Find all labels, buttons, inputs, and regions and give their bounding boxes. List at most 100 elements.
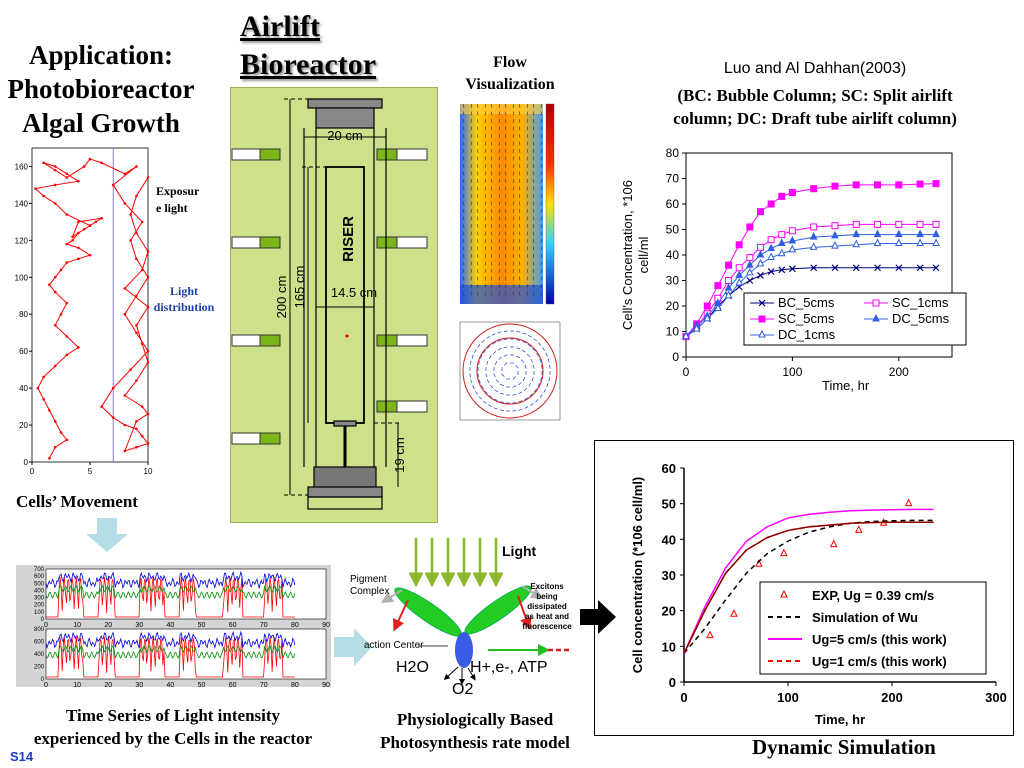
- light-rays: [408, 538, 504, 588]
- y-axis-label: Cell's Concentration, *106cell/ml: [620, 180, 651, 330]
- y-tick-label: 140: [15, 199, 29, 208]
- swirl-vector: [499, 392, 504, 395]
- data-point: [932, 229, 940, 238]
- y-tick-label: 0: [41, 677, 45, 683]
- data-point: [746, 223, 754, 231]
- flow-vector: [532, 223, 535, 229]
- excitons-label: Excitons being dissipated as heat and fl…: [522, 582, 572, 631]
- flow-vector: [512, 238, 515, 244]
- flow-vector: [512, 126, 515, 131]
- trajectory-point: [135, 165, 138, 168]
- dimension-lines: [284, 98, 402, 496]
- flow-vector: [512, 283, 515, 289]
- data-point: [874, 264, 881, 272]
- flow-vector: [540, 186, 543, 191]
- swirl-vector: [497, 331, 502, 334]
- legend-marker: [758, 315, 766, 323]
- trajectory-point: [65, 438, 69, 442]
- flow-vector: [462, 133, 465, 139]
- flow-vector: [462, 103, 465, 109]
- trajectory-point: [53, 202, 57, 205]
- dim-14-5cm: 14.5 cm: [331, 285, 377, 300]
- swirl-vector: [529, 393, 533, 397]
- data-point: [692, 323, 701, 332]
- flow-vector: [470, 246, 473, 251]
- flow-vector: [540, 133, 543, 139]
- x-tick-label: 300: [985, 690, 1007, 705]
- flow-vector: [476, 126, 479, 131]
- flow-vector: [504, 148, 507, 154]
- y-tick-label: 40: [19, 384, 28, 393]
- data-point: [788, 227, 796, 235]
- y-tick-label: 400: [34, 652, 45, 658]
- data-point: [724, 283, 733, 291]
- flow-vector: [526, 193, 529, 199]
- data-point: [932, 238, 940, 247]
- flow-vector: [498, 163, 501, 169]
- flow-vector: [470, 103, 473, 109]
- flow-vector: [526, 118, 529, 124]
- y-tick-label: 20: [662, 604, 676, 619]
- flow-vector: [476, 148, 479, 154]
- slide-number: S14: [10, 749, 34, 764]
- trajectory-point: [100, 161, 103, 165]
- flow-vector: [532, 291, 535, 296]
- flow-vector: [540, 268, 543, 274]
- flow-vector: [490, 261, 493, 266]
- flow-vector: [490, 111, 493, 116]
- flow-vector: [540, 126, 543, 131]
- data-point: [725, 261, 733, 269]
- trajectory-point: [65, 176, 69, 179]
- flow-vector: [504, 103, 507, 109]
- flow-vector: [532, 261, 535, 266]
- flow-vector: [462, 261, 465, 266]
- exposure-light-line2: e light: [156, 201, 188, 215]
- flow-vector: [526, 246, 529, 251]
- flow-vector: [532, 208, 535, 214]
- trajectory-point: [71, 235, 74, 238]
- flow-vector: [504, 253, 507, 259]
- time-series-panel: 0 10 20 30 40 50 60 70 80 90 0 100 200 300 400 500 600 70…: [16, 565, 331, 689]
- swirl-vector: [546, 383, 549, 388]
- flow-vector: [504, 201, 507, 206]
- legend-marker: [758, 299, 766, 307]
- flow-vector: [526, 231, 529, 236]
- swirl-vector: [478, 396, 482, 400]
- flow-vector: [476, 261, 479, 266]
- flow-vector: [512, 186, 515, 191]
- flow-vector: [532, 133, 535, 139]
- flow-vector: [484, 208, 487, 214]
- flow-vector: [540, 238, 543, 244]
- flow-vector: [512, 208, 515, 214]
- flow-vector: [532, 178, 535, 184]
- legend-marker: [780, 589, 788, 598]
- flow-vector: [498, 148, 501, 154]
- flow-vector: [532, 111, 535, 116]
- legend-label: DC_1cms: [778, 327, 836, 342]
- trajectory-point: [34, 187, 37, 190]
- flow-vector: [504, 223, 507, 229]
- swirl-vector: [488, 395, 493, 398]
- y-tick-label: 600: [34, 574, 45, 580]
- y-tick-label: 160: [15, 162, 29, 171]
- flow-vector: [512, 261, 515, 266]
- flow-vector: [484, 238, 487, 244]
- dim-200cm: 200 cm: [274, 276, 289, 319]
- antenna-right: [464, 585, 532, 635]
- y-tick-label: 120: [15, 236, 29, 245]
- flow-vector: [470, 283, 473, 289]
- flow-vector: [526, 223, 529, 229]
- flow-vector: [476, 223, 479, 229]
- flow-vector: [498, 178, 501, 184]
- flow-vector: [490, 201, 493, 206]
- swirl-vector: [470, 379, 473, 384]
- flow-vector: [470, 231, 473, 236]
- trajectory-point: [53, 364, 57, 368]
- trajectory-point: [53, 324, 57, 327]
- flow-vector: [540, 103, 543, 109]
- trajectory-point: [65, 353, 69, 357]
- swirl-vector: [518, 382, 522, 386]
- flow-vector: [532, 163, 535, 169]
- flow-vector: [532, 193, 535, 199]
- h2o-label: H2O: [396, 659, 429, 676]
